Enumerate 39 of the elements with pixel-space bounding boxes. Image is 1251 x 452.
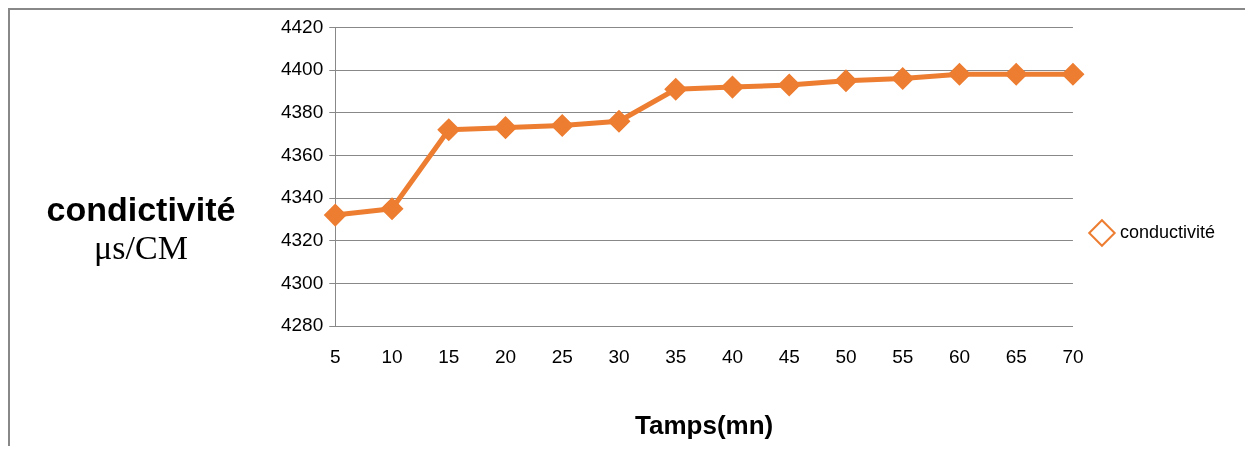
x-tick-label: 65	[1005, 345, 1027, 367]
point	[381, 198, 403, 220]
x-tick-label: 30	[608, 345, 630, 367]
x-tick-label: 40	[721, 345, 744, 367]
point	[608, 110, 630, 132]
point	[948, 63, 970, 85]
x-tick-label: 70	[1062, 345, 1084, 367]
point	[778, 74, 800, 96]
y-tick-label: 4420	[280, 15, 324, 37]
x-tick-label: 60	[948, 345, 971, 367]
point	[665, 78, 687, 100]
point	[495, 117, 516, 139]
y-tick-label: 4360	[280, 143, 324, 165]
y-tick-label: 4380	[280, 100, 324, 122]
y-tick-label: 4340	[280, 186, 324, 208]
x-tick-label: 35	[665, 345, 687, 367]
x-tick-label: 15	[438, 345, 460, 367]
point	[438, 119, 460, 141]
y-axis-title: condictivité μs/CM	[45, 190, 237, 267]
point	[835, 70, 857, 92]
y-tick-label: 4320	[280, 228, 324, 250]
point	[892, 68, 914, 90]
point	[1005, 63, 1027, 85]
x-axis-title: Tamps(mn)	[635, 409, 774, 440]
x-tick-label: 50	[835, 345, 857, 367]
x-tick-label: 5	[329, 345, 341, 367]
legend-label: conductivité	[1119, 221, 1216, 242]
x-tick-label: 20	[494, 345, 517, 367]
y-tick-label: 4300	[280, 271, 324, 293]
y-tick-label: 4400	[280, 58, 324, 80]
point	[324, 204, 346, 226]
point	[1062, 63, 1084, 85]
x-tick-label: 55	[892, 345, 914, 367]
y-tick-label: 4280	[280, 314, 324, 336]
x-tick-label: 25	[551, 345, 573, 367]
point	[551, 115, 573, 137]
x-tick-label: 10	[381, 345, 403, 367]
x-tick-label: 45	[778, 345, 800, 367]
point	[721, 76, 743, 98]
